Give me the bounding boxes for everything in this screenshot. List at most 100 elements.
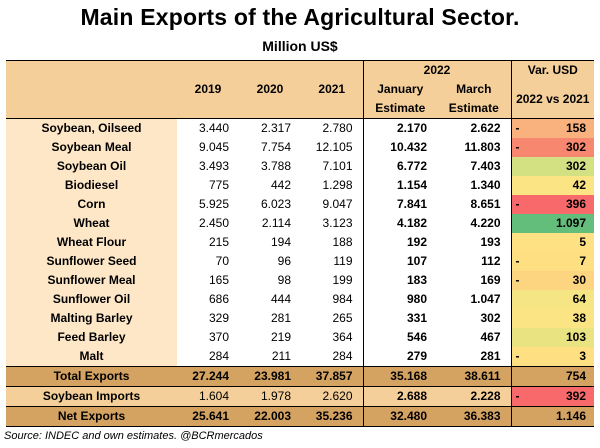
value-2021-cell: 265	[301, 309, 364, 328]
header-mar-line2: Estimate	[437, 99, 512, 119]
row-name-cell: Sunflower Meal	[6, 271, 177, 290]
variation-cell: - 396	[511, 195, 595, 214]
table-row: Soybean Meal 9.045 7.754 12.105 10.432 11.803…	[6, 138, 595, 157]
value-jan-estimate-cell: 2.170	[363, 118, 437, 138]
row-name-cell: Sunflower Oil	[6, 290, 177, 309]
table-row: Soybean Oil 3.493 3.788 7.101 6.772 7.403 302	[6, 157, 595, 176]
value-2020-cell: 7.754	[239, 138, 301, 157]
variation-cell: - 30	[511, 271, 595, 290]
variation-cell: 1.146	[511, 406, 595, 427]
value-jan-estimate-cell: 2.688	[363, 386, 437, 407]
value-2021-cell: 1.298	[301, 176, 364, 195]
value-jan-estimate-cell: 7.841	[363, 195, 437, 214]
variation-value: 392	[565, 389, 587, 403]
value-2019-cell: 2.450	[177, 214, 239, 233]
value-2020-cell: 211	[239, 347, 301, 367]
variation-value: 30	[572, 273, 587, 287]
variation-sign: -	[515, 197, 520, 211]
value-2019-cell: 25.641	[177, 406, 239, 427]
value-2019-cell: 5.925	[177, 195, 239, 214]
value-2019-cell: 165	[177, 271, 239, 290]
row-name-cell: Corn	[6, 195, 177, 214]
variation-cell: 5	[511, 233, 595, 252]
variation-cell: -7	[511, 252, 595, 271]
variation-value: 7	[579, 254, 587, 268]
header-var-line1: Var. USD	[511, 60, 595, 80]
value-2020-cell: 2.317	[239, 118, 301, 138]
variation-sign: -	[515, 389, 520, 403]
table-row: Malting Barley 329 281 265 331 302 38	[6, 309, 595, 328]
row-name-cell: Malting Barley	[6, 309, 177, 328]
value-2020-cell: 444	[239, 290, 301, 309]
value-mar-estimate-cell: 281	[437, 347, 512, 367]
chart-title: Main Exports of the Agricultural Sector.	[80, 4, 520, 30]
value-jan-estimate-cell: 6.772	[363, 157, 437, 176]
variation-cell: 754	[511, 366, 595, 387]
row-name-cell: Sunflower Seed	[6, 252, 177, 271]
row-name-cell: Wheat Flour	[6, 233, 177, 252]
value-2019-cell: 9.045	[177, 138, 239, 157]
value-2020-cell: 194	[239, 233, 301, 252]
value-jan-estimate-cell: 10.432	[363, 138, 437, 157]
variation-cell: - 392	[511, 386, 595, 407]
value-mar-estimate-cell: 112	[437, 252, 512, 271]
header-jan-line1: January	[363, 80, 437, 99]
table-row: Sunflower Seed 70 96 119 107 112-7	[6, 252, 595, 271]
variation-cell: - 302	[511, 138, 595, 157]
value-2019-cell: 70	[177, 252, 239, 271]
value-2020-cell: 219	[239, 328, 301, 347]
variation-value: 42	[572, 178, 587, 192]
header-var-line2: 2022 vs 2021	[511, 80, 595, 119]
value-2020-cell: 6.023	[239, 195, 301, 214]
value-mar-estimate-cell: 169	[437, 271, 512, 290]
variation-cell: -3	[511, 347, 595, 367]
value-mar-estimate-cell: 302	[437, 309, 512, 328]
table-row: Wheat Flour 215 194 188 192 193 5	[6, 233, 595, 252]
value-2019-cell: 215	[177, 233, 239, 252]
table-row: Malt 284 211 284 279 281-3	[6, 347, 595, 367]
row-name-cell: Wheat	[6, 214, 177, 233]
header-jan-line2: Estimate	[363, 99, 437, 119]
variation-value: 1.097	[555, 216, 587, 230]
value-2021-cell: 119	[301, 252, 364, 271]
variation-value: 103	[565, 330, 587, 344]
value-2019-cell: 686	[177, 290, 239, 309]
value-2021-cell: 7.101	[301, 157, 364, 176]
value-2021-cell: 3.123	[301, 214, 364, 233]
row-name-cell: Soybean, Oilseed	[6, 118, 177, 138]
table-body: Soybean, Oilseed 3.440 2.317 2.780 2.170 2.62…	[6, 118, 595, 427]
table-row: Sunflower Meal 165 98 199 183 169- 30	[6, 271, 595, 290]
value-2020-cell: 2.114	[239, 214, 301, 233]
chart-subtitle: Million US$	[262, 38, 338, 54]
value-2020-cell: 98	[239, 271, 301, 290]
value-2020-cell: 3.788	[239, 157, 301, 176]
value-jan-estimate-cell: 1.154	[363, 176, 437, 195]
value-2020-cell: 1.978	[239, 386, 301, 407]
row-name-cell: Net Exports	[6, 406, 177, 427]
value-2019-cell: 329	[177, 309, 239, 328]
header-mar-line1: March	[437, 80, 512, 99]
value-jan-estimate-cell: 107	[363, 252, 437, 271]
variation-cell: 302	[511, 157, 595, 176]
value-2019-cell: 370	[177, 328, 239, 347]
value-2020-cell: 23.981	[239, 366, 301, 387]
table-row: Net Exports 25.641 22.003 35.236 32.480 36.38…	[6, 406, 595, 427]
value-2019-cell: 3.493	[177, 157, 239, 176]
exports-table: 2019 2020 2021 2022 Var. USD January Mar…	[6, 60, 595, 427]
variation-cell: 64	[511, 290, 595, 309]
header-2020: 2020	[239, 60, 301, 119]
value-jan-estimate-cell: 32.480	[363, 406, 437, 427]
variation-value: 1.146	[555, 409, 587, 423]
table-row: Total Exports 27.244 23.981 37.857 35.168 38.…	[6, 366, 595, 387]
row-name-cell: Soybean Oil	[6, 157, 177, 176]
value-2021-cell: 984	[301, 290, 364, 309]
value-jan-estimate-cell: 4.182	[363, 214, 437, 233]
value-2021-cell: 12.105	[301, 138, 364, 157]
value-jan-estimate-cell: 546	[363, 328, 437, 347]
table-row: Feed Barley 370 219 364 546 467 103	[6, 328, 595, 347]
variation-value: 158	[565, 121, 587, 135]
value-2021-cell: 35.236	[301, 406, 364, 427]
source-note: Source: INDEC and own estimates. @BCRmer…	[4, 430, 263, 442]
value-mar-estimate-cell: 7.403	[437, 157, 512, 176]
table-row: Wheat 2.450 2.114 3.123 4.182 4.220 1.097	[6, 214, 595, 233]
